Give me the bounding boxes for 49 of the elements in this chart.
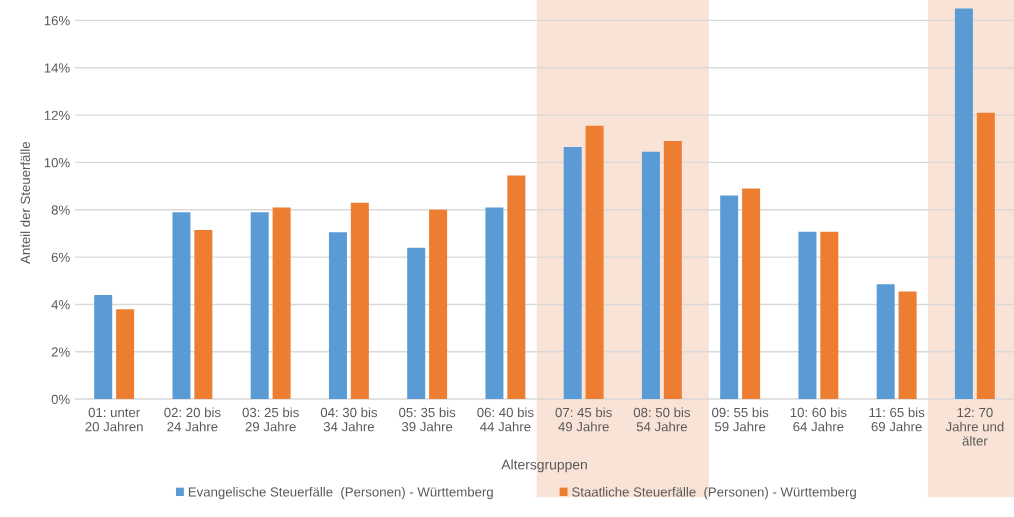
- x-tick-label: 06: 40 bis 44 Jahre: [477, 407, 534, 432]
- bar: [663, 141, 682, 400]
- y-tick-label: 12%: [44, 110, 70, 120]
- bar: [172, 212, 191, 400]
- x-tick-label: 10: 60 bis 64 Jahre: [790, 407, 847, 432]
- bar: [720, 195, 739, 400]
- y-tick-label: 2%: [51, 347, 70, 357]
- bar: [485, 207, 504, 400]
- x-axis-title: Altersgruppen: [501, 459, 587, 473]
- x-tick-label: 12: 70 Jahre und älter: [945, 407, 1004, 446]
- bar: [898, 291, 917, 400]
- x-tick-label: 08: 50 bis 54 Jahre: [633, 407, 691, 432]
- bar: [429, 209, 448, 400]
- y-tick-label: 16%: [44, 15, 70, 26]
- bar: [976, 112, 995, 400]
- bar: [585, 125, 604, 400]
- legend-label: Staatliche Steuerfälle (Personen) - Württemberg: [572, 486, 856, 500]
- bar: [250, 212, 269, 400]
- bar: [328, 232, 347, 400]
- bar: [272, 207, 291, 400]
- bar: [350, 202, 369, 400]
- bar: [954, 8, 973, 400]
- y-tick-label: 0%: [51, 394, 70, 405]
- x-tick-label: 11: 65 bis 69 Jahre: [869, 407, 925, 432]
- bar: [194, 229, 213, 400]
- y-tick-label: 10%: [44, 157, 70, 168]
- bar: [742, 188, 761, 400]
- bar: [641, 151, 660, 400]
- bar: [407, 247, 426, 400]
- x-tick-label: 07: 45 bis 49 Jahre: [555, 407, 612, 432]
- x-tick-label: 01: unter 20 Jahren: [85, 407, 143, 432]
- y-tick-label: 6%: [51, 252, 70, 263]
- bar: [507, 175, 526, 400]
- bar: [798, 231, 817, 400]
- bar: [876, 284, 895, 400]
- x-tick-label: 09: 55 bis 59 Jahre: [712, 407, 769, 432]
- x-tick-label: 02: 20 bis 24 Jahre: [164, 407, 221, 432]
- bar: [563, 147, 582, 400]
- x-tick-label: 04: 30 bis 34 Jahre: [320, 407, 378, 432]
- legend-label: Evangelische Steuerfälle (Personen) - Württemberg: [188, 486, 493, 500]
- bar: [94, 294, 113, 400]
- bar: [116, 309, 135, 400]
- y-tick-label: 4%: [51, 300, 70, 310]
- y-tick-label: 14%: [44, 63, 70, 73]
- y-tick-label: 8%: [51, 205, 70, 215]
- x-tick-label: 05: 35 bis 39 Jahre: [399, 407, 456, 432]
- bar: [820, 231, 839, 400]
- x-tick-label: 03: 25 bis 29 Jahre: [242, 407, 299, 432]
- y-axis-title: Anteil der Steuerfälle: [20, 142, 31, 264]
